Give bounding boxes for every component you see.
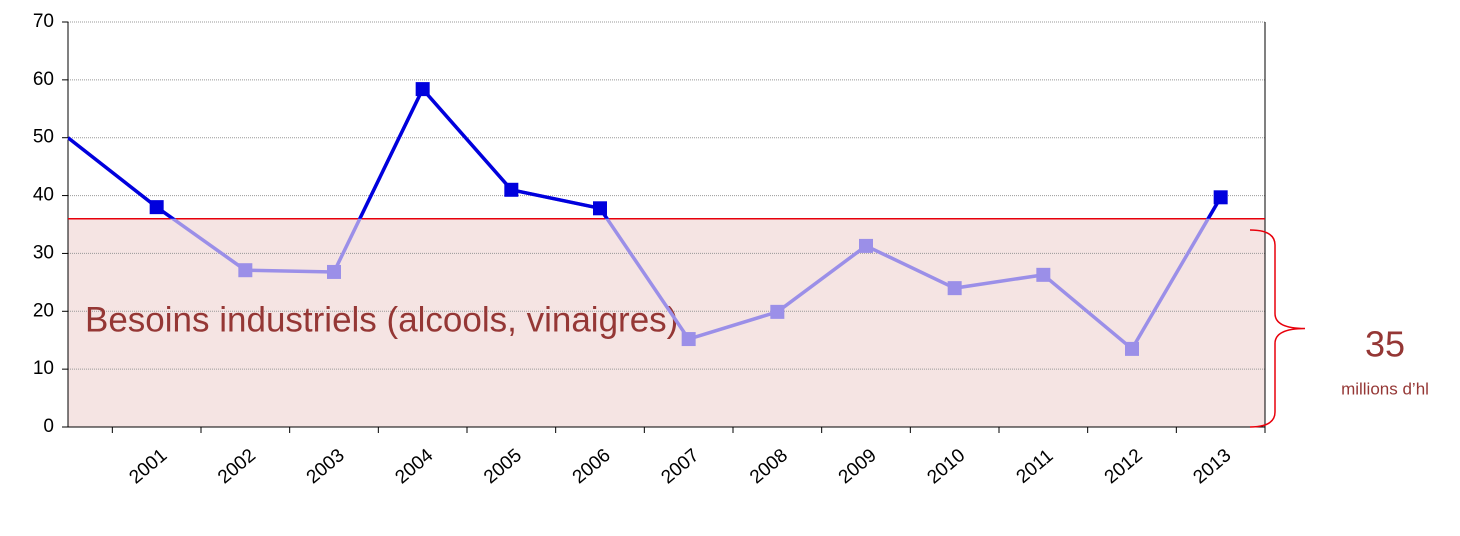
y-tick-label: 70 [33,11,54,32]
marker [947,281,962,296]
marker [504,182,519,197]
y-tick-label: 50 [33,127,54,148]
x-tick-label: 2001 [125,445,171,488]
x-tick-label: 2003 [303,445,349,488]
y-tick-label: 40 [33,185,54,206]
x-tick-label: 2002 [214,445,260,488]
x-tick-label: 2007 [657,445,703,488]
marker [238,263,253,278]
y-tick-label: 30 [33,242,54,263]
x-tick-label: 2008 [746,445,792,488]
annotation-value: 35 [1365,324,1405,365]
marker [1213,190,1228,205]
x-tick-label: 2005 [480,445,526,488]
x-tick-label: 2013 [1189,445,1235,488]
marker [149,200,164,215]
x-tick-label: 2011 [1013,445,1058,487]
brace [1249,229,1306,428]
y-tick-label: 10 [33,358,54,379]
marker [1036,267,1051,282]
x-tick-label: 2006 [569,445,615,488]
y-tick-label: 0 [43,416,54,437]
x-tick-label: 2010 [923,445,969,488]
annotation-unit: millions d’hl [1341,379,1429,398]
marker [415,82,430,97]
marker [859,238,873,253]
marker [1125,341,1139,356]
marker [593,201,607,216]
x-tick-label: 2009 [835,445,881,488]
series-line [66,85,1223,352]
band-label: Besoins industriels (alcools, vinaigres) [85,300,678,339]
x-tick-label: 2004 [391,445,437,489]
x-tick-label: 2012 [1101,445,1147,488]
marker [327,264,341,279]
marker [681,332,696,347]
y-tick-label: 60 [33,69,54,90]
marker [770,304,785,319]
y-tick-label: 20 [33,300,54,321]
